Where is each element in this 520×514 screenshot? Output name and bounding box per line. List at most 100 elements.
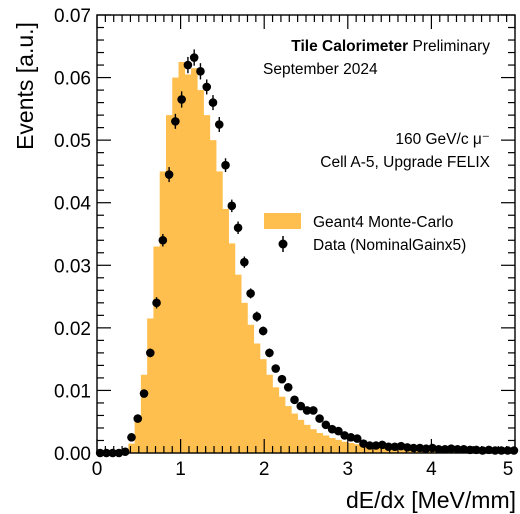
histogram-bar: [297, 419, 305, 453]
data-point-marker: [265, 348, 274, 358]
x-tick-label: 2: [259, 459, 270, 480]
axis-ticks: [96, 14, 516, 454]
data-point: [390, 442, 400, 452]
histogram-bar: [397, 448, 405, 453]
data-point: [321, 420, 331, 430]
data-point-marker: [334, 426, 343, 436]
histogram-bar: [303, 424, 311, 453]
histogram-bar: [209, 140, 217, 453]
histogram-bar: [260, 359, 267, 453]
data-point: [152, 297, 161, 309]
histogram-bar: [253, 343, 261, 453]
data-point: [177, 91, 186, 108]
data-point-marker: [446, 444, 456, 453]
y-tick-label: 0.00: [54, 444, 91, 465]
data-point: [484, 445, 494, 455]
data-point-marker: [403, 443, 412, 452]
histogram-bar: [172, 77, 179, 454]
data-point-marker: [302, 406, 312, 415]
data-point: [365, 441, 375, 450]
data-point-marker: [221, 160, 230, 170]
histogram-bar: [216, 171, 223, 453]
data-point-marker: [258, 326, 268, 336]
data-point: [208, 95, 218, 111]
data-point-marker: [484, 445, 494, 455]
data-points: [95, 49, 519, 458]
data-point-marker: [371, 441, 381, 450]
histogram-bar: [153, 246, 160, 453]
histogram-bar: [310, 429, 317, 453]
histogram-bar: [341, 441, 349, 453]
data-point-marker: [321, 420, 331, 430]
data-point-marker: [283, 383, 293, 392]
data-point-marker: [240, 257, 249, 267]
data-point: [352, 434, 362, 443]
annotation-cell: Cell A-5, Upgrade FELIX: [320, 154, 490, 171]
data-point-marker: [421, 444, 431, 453]
histogram-bar: [234, 274, 242, 453]
data-point: [453, 444, 462, 454]
histogram-bar: [316, 432, 324, 453]
x-tick-label: 4: [426, 459, 437, 480]
data-point-marker: [472, 445, 481, 455]
data-point: [302, 406, 312, 415]
annotation-date: September 2024: [263, 61, 378, 78]
data-point: [277, 374, 287, 384]
histogram-bar: [291, 413, 298, 453]
histogram-bar: [197, 90, 204, 453]
data-point: [183, 56, 193, 74]
histogram-bar: [222, 208, 229, 453]
data-point: [214, 116, 224, 133]
data-point: [434, 444, 444, 454]
y-tick-label: 0.05: [54, 131, 91, 152]
data-point: [158, 234, 168, 247]
histogram-bar: [328, 437, 336, 453]
data-point-marker: [189, 53, 199, 62]
data-point: [446, 444, 456, 453]
data-point-marker: [214, 120, 224, 129]
data-point: [459, 444, 469, 454]
mc-histogram: [122, 61, 518, 454]
data-point-marker: [152, 298, 161, 308]
data-point: [240, 256, 249, 268]
legend-marker-data: [278, 239, 288, 249]
data-point-marker: [127, 433, 136, 442]
data-point-marker: [120, 447, 130, 457]
x-tick-label: 1: [175, 459, 186, 480]
histogram-bar: [272, 387, 280, 453]
data-point: [465, 445, 475, 455]
histogram-bar: [228, 243, 236, 453]
data-point-marker: [352, 434, 362, 443]
data-point-marker: [465, 445, 475, 455]
y-axis-title: Events [a.u.]: [12, 22, 38, 150]
histogram-bar: [241, 302, 248, 453]
data-point-marker: [177, 95, 186, 104]
annotation-experiment-name: Tile Calorimeter: [291, 38, 408, 55]
histogram-bar: [360, 445, 367, 453]
histogram-bar: [184, 74, 192, 453]
data-point: [164, 167, 174, 183]
y-tick-label: 0.04: [54, 194, 91, 215]
y-tick-label: 0.01: [54, 381, 91, 402]
data-point: [246, 288, 255, 299]
data-point: [409, 443, 418, 453]
histogram-bar: [159, 171, 167, 453]
legend-label-data: Data (NominalGainx5): [313, 237, 466, 254]
histogram-bar: [278, 396, 286, 453]
histogram-bar: [134, 421, 142, 453]
data-point: [334, 426, 343, 436]
histogram-bar: [191, 68, 198, 453]
histogram-bar: [372, 446, 380, 453]
data-point-marker: [246, 289, 255, 298]
data-point: [283, 383, 293, 392]
histogram-bar: [335, 439, 342, 453]
data-point-marker: [277, 374, 287, 384]
data-point-marker: [252, 312, 262, 321]
data-point-marker: [202, 82, 212, 92]
x-tick-label: 3: [343, 459, 354, 480]
annotation-beam: 160 GeV/c μ⁻: [395, 131, 490, 148]
x-tick-label: 5: [503, 459, 514, 480]
y-tick-label: 0.03: [54, 256, 91, 277]
data-point: [252, 311, 262, 322]
